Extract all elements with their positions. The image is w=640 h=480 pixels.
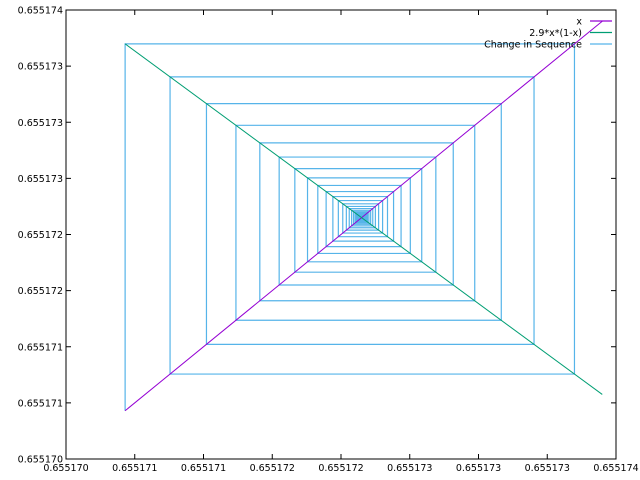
y-tick-label: 0.655172	[18, 230, 63, 241]
y-tick-label: 0.655171	[18, 342, 63, 353]
y-tick-label: 0.655172	[18, 286, 63, 297]
x-tick-label: 0.655171	[181, 463, 226, 474]
x-tick-label: 0.655173	[387, 463, 432, 474]
x-tick-label: 0.655172	[250, 463, 295, 474]
legend-label: x	[576, 17, 582, 28]
function-series	[124, 20, 603, 412]
map-series-line	[124, 43, 603, 395]
x-axis: 0.655170 0.655171 0.655171 0.655172 0.655172…	[43, 10, 639, 474]
x-tick-label: 0.655172	[318, 463, 363, 474]
y-tick-label: 0.655173	[18, 174, 63, 185]
y-tick-label: 0.655170	[18, 455, 63, 466]
legend-label: 2.9*x*(1-x)	[529, 28, 582, 39]
y-tick-label: 0.655173	[18, 118, 63, 129]
y-axis: 0.655170 0.655171 0.655171 0.655172 0.655172…	[18, 6, 616, 466]
y-tick-label: 0.655171	[18, 398, 63, 409]
x-tick-label: 0.655171	[112, 463, 157, 474]
legend: x2.9*x*(1-x)Change in Sequence	[484, 17, 612, 51]
y-tick-label: 0.655173	[18, 62, 63, 73]
y-tick-label: 0.655174	[18, 6, 63, 17]
legend-label: Change in Sequence	[484, 40, 582, 51]
x-tick-label: 0.655174	[593, 463, 638, 474]
x-tick-label: 0.655173	[525, 463, 570, 474]
x-tick-label: 0.655170	[43, 463, 88, 474]
x-tick-label: 0.655173	[456, 463, 501, 474]
identity-series-line	[124, 20, 603, 412]
